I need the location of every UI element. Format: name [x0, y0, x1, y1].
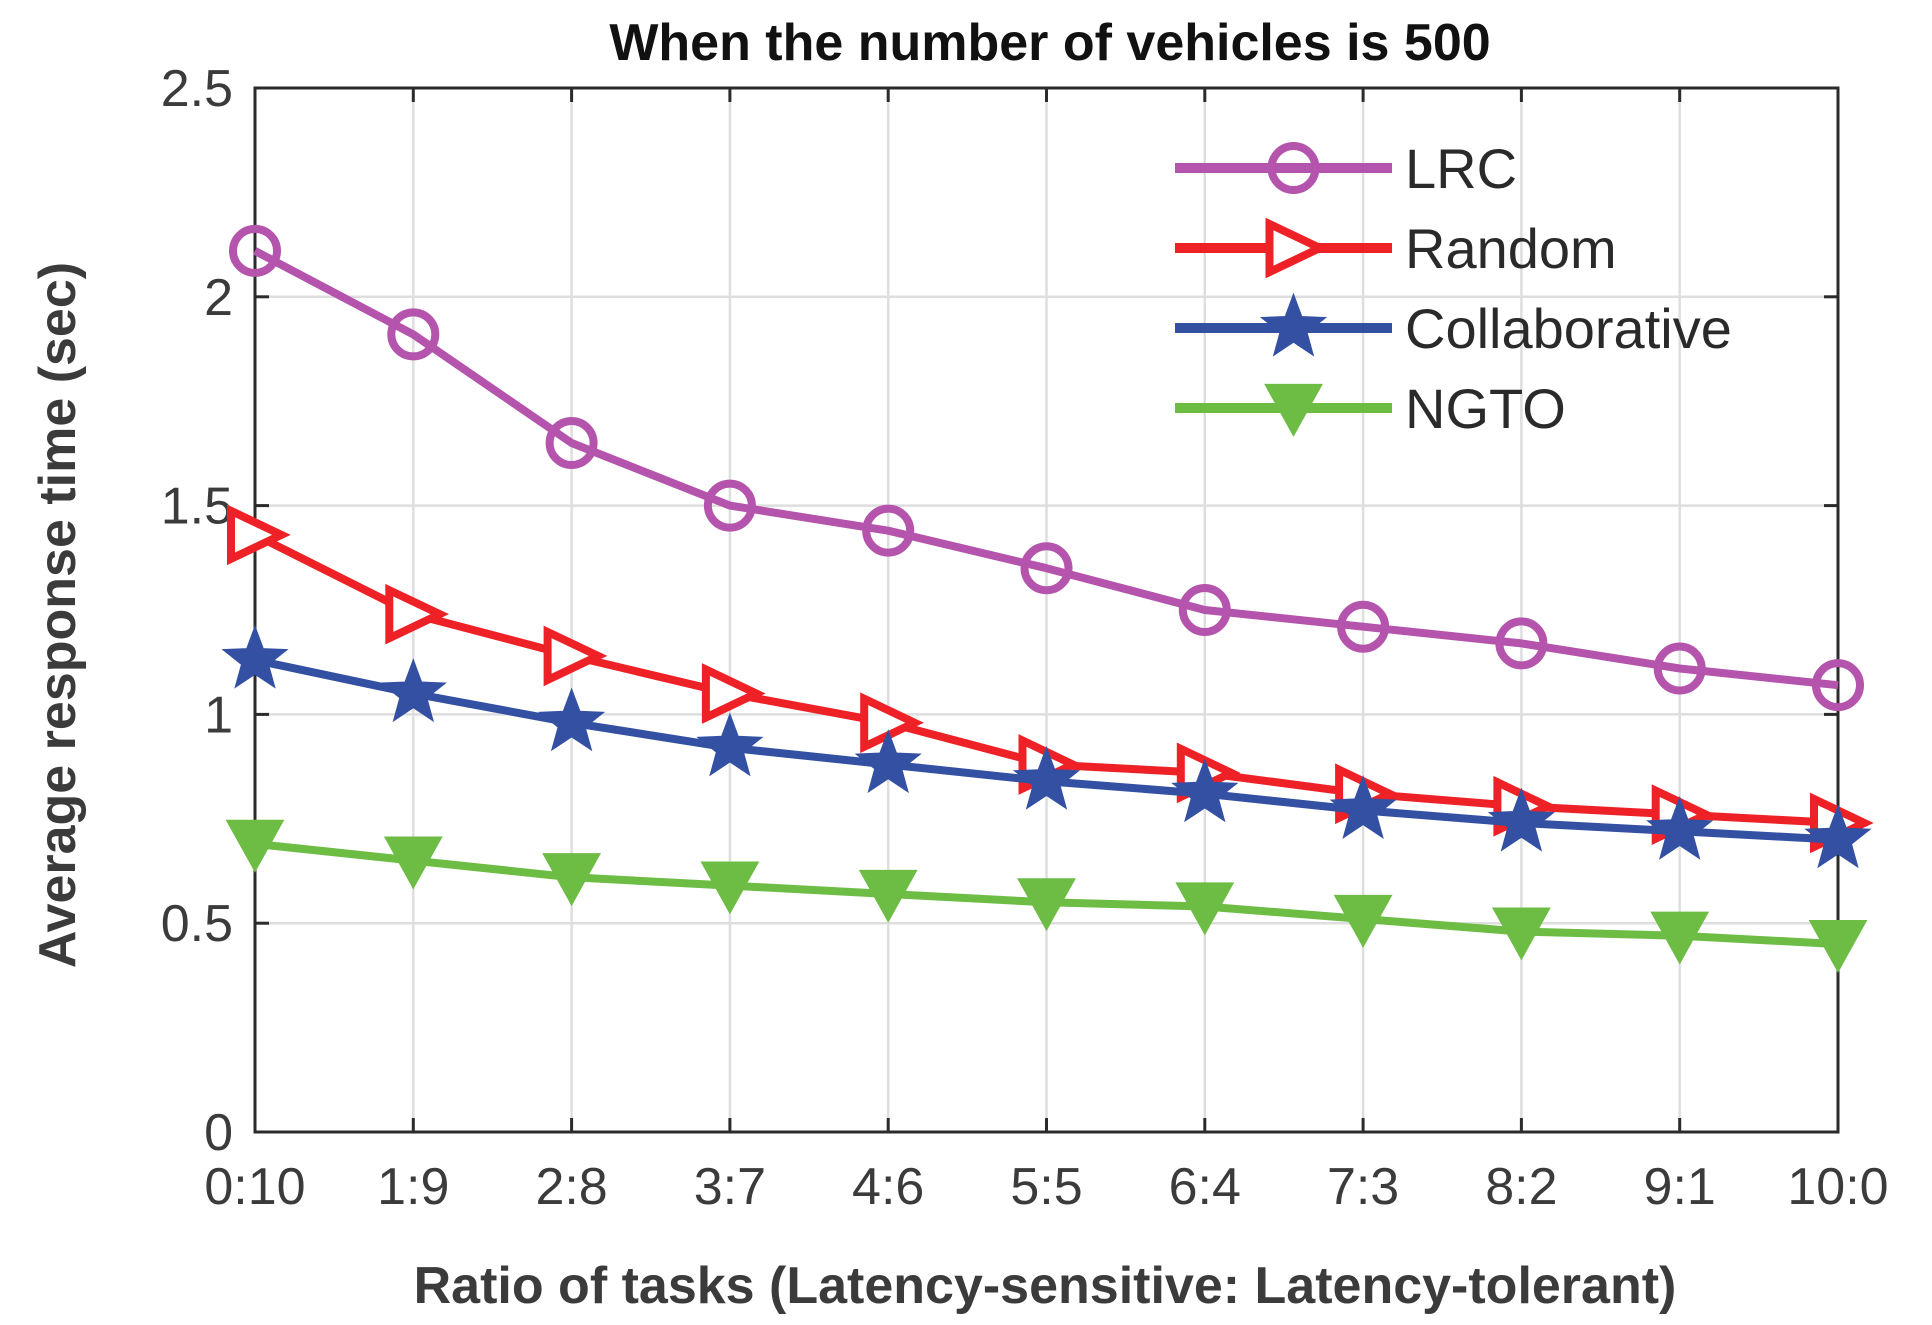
data-point-ngto	[1175, 882, 1235, 936]
data-point-lrc	[703, 479, 756, 532]
data-point-collaborative	[854, 729, 922, 794]
series-collaborative	[221, 624, 1872, 869]
data-point-ngto	[1333, 894, 1393, 948]
axis-layer: 0:10 1:9 2:8 3:7 4:6 5:5 6:4 7:3 8:2 9:1 10:0 0 0.5 1…	[161, 60, 1889, 1216]
y-tick-label: 2.5	[161, 60, 233, 118]
data-point-random	[385, 583, 450, 645]
legend-label: LRC	[1405, 137, 1517, 200]
data-point-lrc	[1337, 600, 1390, 653]
x-tick-label: 6:4	[1169, 1158, 1241, 1216]
data-point-collaborative	[1171, 758, 1239, 823]
data-point-lrc	[1495, 617, 1548, 670]
legend-item-collaborative: Collaborative	[1175, 292, 1732, 360]
data-point-ngto	[542, 853, 601, 907]
x-axis-label: Ratio of tasks (Latency-sensitive: Laten…	[414, 1257, 1677, 1315]
data-point-random	[227, 504, 291, 566]
legend-item-random: Random	[1175, 217, 1617, 280]
x-tick-label: 1:9	[377, 1158, 449, 1216]
data-point-collaborative	[1804, 804, 1872, 869]
data-point-lrc	[387, 308, 440, 361]
data-point-random	[701, 663, 766, 724]
x-tick-label: 5:5	[1010, 1158, 1082, 1216]
legend: LRC Random Collaborative NGTO	[1175, 137, 1732, 440]
series-ngto	[225, 819, 1868, 973]
data-point-collaborative	[1487, 787, 1555, 852]
data-point-ngto	[1808, 919, 1868, 973]
x-tick-label: 10:0	[1787, 1158, 1888, 1216]
data-point-ngto	[858, 869, 918, 923]
data-point-ngto	[225, 819, 285, 873]
legend-marker	[1265, 217, 1330, 279]
legend-item-lrc: LRC	[1175, 137, 1517, 200]
y-tick-label: 1	[204, 686, 233, 744]
legend-item-ngto: NGTO	[1175, 377, 1566, 440]
legend-marker	[1259, 292, 1328, 357]
x-tick-label: 7:3	[1327, 1158, 1399, 1216]
y-tick-label: 1.5	[161, 478, 233, 536]
legend-marker	[1267, 142, 1320, 194]
legend-label: Random	[1405, 217, 1617, 280]
data-point-lrc	[229, 224, 281, 277]
data-point-ngto	[1017, 878, 1076, 932]
series-layer	[221, 224, 1874, 973]
data-point-lrc	[1812, 659, 1864, 712]
series-lrc	[229, 224, 1864, 712]
x-tick-label: 4:6	[852, 1158, 924, 1216]
data-point-random	[543, 625, 608, 687]
data-point-collaborative	[538, 687, 606, 752]
x-tick-label: 9:1	[1644, 1158, 1716, 1216]
data-point-collaborative	[1646, 795, 1714, 860]
data-point-ngto	[1492, 907, 1551, 961]
x-tick-label: 2:8	[535, 1158, 607, 1216]
data-point-lrc	[545, 416, 598, 469]
legend-marker	[1264, 383, 1323, 437]
data-point-ngto	[700, 861, 760, 915]
data-point-lrc	[1178, 584, 1231, 636]
data-point-lrc	[862, 504, 915, 557]
y-tick-label: 0.5	[161, 895, 233, 953]
x-tick-label: 8:2	[1485, 1158, 1557, 1216]
data-point-ngto	[383, 836, 443, 890]
data-point-lrc	[1020, 542, 1073, 595]
chart-title: When the number of vehicles is 500	[609, 14, 1490, 72]
legend-label: NGTO	[1405, 377, 1566, 440]
y-tick-label: 0	[204, 1104, 233, 1162]
data-point-collaborative	[379, 658, 447, 723]
data-point-lrc	[1653, 642, 1706, 695]
y-tick-label: 2	[204, 269, 233, 327]
data-point-ngto	[1650, 911, 1710, 965]
data-point-collaborative	[1012, 745, 1081, 810]
data-point-collaborative	[221, 624, 289, 689]
y-axis-label: Average response time (sec)	[29, 262, 87, 968]
data-point-collaborative	[696, 712, 764, 777]
x-tick-label: 0:10	[204, 1158, 305, 1216]
legend-label: Collaborative	[1405, 297, 1732, 360]
x-tick-label: 3:7	[694, 1158, 766, 1216]
series-line-lrc	[253, 247, 1839, 690]
data-point-collaborative	[1329, 775, 1397, 839]
